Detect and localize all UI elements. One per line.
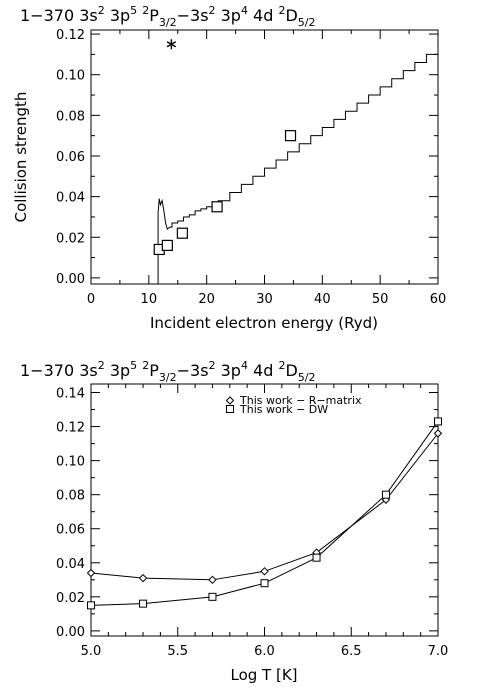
x-tick-label: 30 xyxy=(256,292,273,307)
y-tick-label: 0.00 xyxy=(56,272,85,287)
chart-bottom-ticks xyxy=(90,384,439,636)
y-tick-label: 0.00 xyxy=(56,625,85,640)
chart-top-plot-frame xyxy=(90,29,439,285)
chart-bottom-x-tick-labels: 5.0 5.5 6.0 6.5 7.0 xyxy=(81,644,449,659)
series-line-rmatrix xyxy=(90,433,439,581)
square-marker xyxy=(284,130,297,142)
x-tick-label: 10 xyxy=(141,292,158,307)
chart-bottom-series xyxy=(86,417,443,610)
chart-top-title: 1−370 3s2 3p5 2P3/2−3s2 3p4 4d 2D5/2 xyxy=(20,4,316,29)
chart-bottom-title: 1−370 3s2 3p5 2P3/2−3s2 3p4 4d 2D5/2 xyxy=(20,359,316,384)
chart-top-y-tick-labels: 0.00 0.02 0.04 0.06 0.08 0.10 0.12 xyxy=(56,28,85,287)
square-marker xyxy=(260,579,269,588)
y-tick-label: 0.04 xyxy=(56,557,85,572)
chart-bottom-y-tick-labels: 0.00 0.02 0.04 0.06 0.08 0.10 0.12 0.14 xyxy=(56,387,85,640)
square-marker xyxy=(211,201,223,213)
chart-bottom-legend: This work − R−matrix This work − DW xyxy=(225,394,362,416)
y-tick-label: 0.10 xyxy=(56,69,85,84)
y-tick-label: 0.02 xyxy=(56,591,85,606)
chart-top-ylabel: Collision strength xyxy=(12,92,30,223)
legend-entry-dw: This work − DW xyxy=(239,403,328,416)
chart-top-xlabel: Incident electron energy (Ryd) xyxy=(150,314,378,332)
square-marker xyxy=(161,239,173,251)
square-marker xyxy=(381,490,390,499)
x-tick-label: 0 xyxy=(87,292,95,307)
y-tick-label: 0.12 xyxy=(56,421,85,436)
asterisk-stroke xyxy=(166,41,177,48)
diamond-marker xyxy=(260,567,269,576)
square-marker xyxy=(208,592,217,601)
y-tick-label: 0.06 xyxy=(56,150,85,165)
y-tick-label: 0.08 xyxy=(56,109,85,124)
y-tick-label: 0.10 xyxy=(56,455,85,470)
y-tick-label: 0.08 xyxy=(56,489,85,504)
y-tick-label: 0.06 xyxy=(56,523,85,538)
square-marker xyxy=(139,599,148,608)
square-marker xyxy=(87,601,95,610)
diamond-marker xyxy=(86,568,96,578)
chart-top-x-tick-labels: 0 10 20 30 40 50 60 xyxy=(87,292,446,307)
legend-square-marker xyxy=(226,405,234,413)
square-marker xyxy=(434,417,442,426)
chart-top-square-markers xyxy=(153,130,297,256)
square-marker xyxy=(176,227,188,239)
diamond-marker xyxy=(138,573,148,583)
chart-top-series-line xyxy=(157,48,439,284)
x-tick-label: 5.0 xyxy=(81,644,102,659)
x-tick-label: 60 xyxy=(430,292,447,307)
x-tick-label: 5.5 xyxy=(167,644,188,659)
y-tick-label: 0.04 xyxy=(56,191,85,206)
chart-bottom-plot-frame xyxy=(90,383,439,637)
diamond-marker xyxy=(208,575,217,585)
chart-top-ticks xyxy=(90,30,439,284)
x-tick-label: 40 xyxy=(314,292,331,307)
x-tick-label: 7.0 xyxy=(428,644,449,659)
x-tick-label: 20 xyxy=(198,292,215,307)
legend-entry-rmatrix: This work − R−matrix xyxy=(239,394,362,407)
y-tick-label: 0.02 xyxy=(56,231,85,246)
x-tick-label: 6.5 xyxy=(341,644,362,659)
legend-diamond-marker xyxy=(225,396,235,405)
x-tick-label: 50 xyxy=(372,292,389,307)
square-marker xyxy=(312,553,321,562)
chart-bottom: 1−370 3s2 3p5 2P3/2−3s2 3p4 4d 2D5/2 0.0… xyxy=(20,359,448,684)
chart-bottom-xlabel: Log T [K] xyxy=(230,666,297,684)
y-tick-label: 0.14 xyxy=(56,387,85,402)
chart-top-asterisk-marker xyxy=(166,39,177,50)
y-tick-label: 0.12 xyxy=(56,28,85,43)
x-tick-label: 6.0 xyxy=(254,644,275,659)
diamond-marker xyxy=(433,429,443,438)
chart-top: 1−370 3s2 3p5 2P3/2−3s2 3p4 4d 2D5/2 0.0… xyxy=(12,4,446,332)
